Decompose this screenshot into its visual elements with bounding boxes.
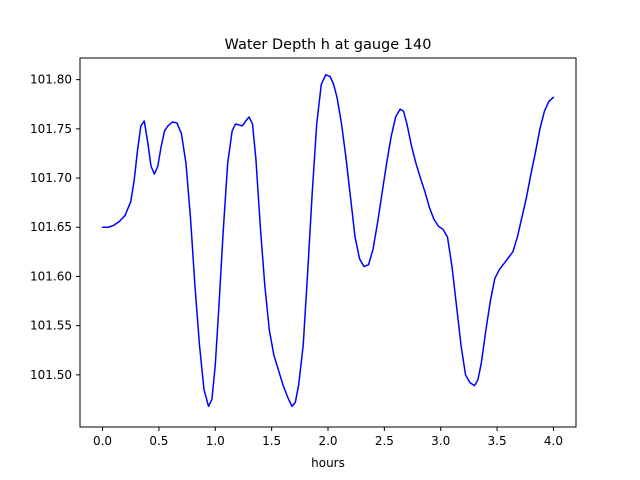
y-tick-label: 101.75 [30,122,72,136]
x-tick-label: 4.0 [544,434,563,448]
y-tick-label: 101.80 [30,73,72,87]
y-tick-label: 101.60 [30,269,72,283]
y-tick-label: 101.70 [30,171,72,185]
x-tick-label: 1.5 [262,434,281,448]
x-tick-label: 0.0 [93,434,112,448]
x-tick-label: 0.5 [149,434,168,448]
y-tick-label: 101.50 [30,368,72,382]
chart-title: Water Depth h at gauge 140 [225,37,432,53]
plot-layer: 0.0 0.5 1.0 1.5 2.0 2.5 3.0 3.5 4.0 101.50 101.55 1… [30,57,577,448]
x-tick-label: 1.0 [206,434,225,448]
y-tick-label: 101.55 [30,319,72,333]
x-tick-label: 2.0 [318,434,337,448]
x-tick-label: 3.5 [488,434,507,448]
series-line-0 [101,73,555,408]
y-tick-label: 101.65 [30,220,72,234]
x-tick-label: 2.5 [375,434,394,448]
x-axis-label: hours [311,456,345,470]
x-tick-label: 3.0 [431,434,450,448]
